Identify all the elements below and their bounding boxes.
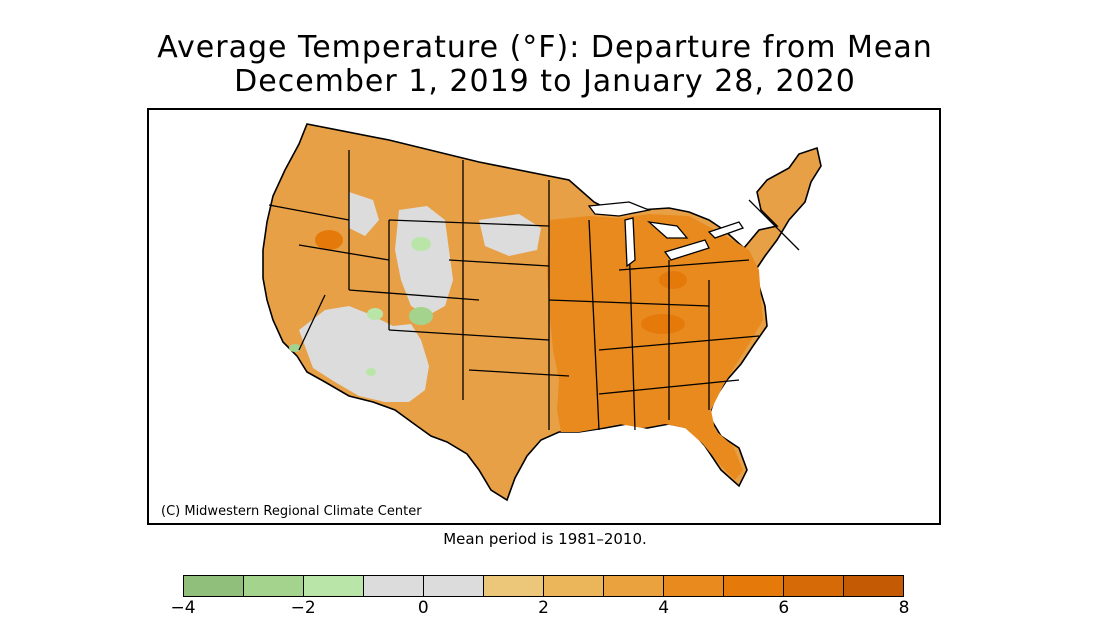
legend-swatch <box>664 576 724 596</box>
great-lakes <box>587 201 745 268</box>
legend-tick-label: −2 <box>290 598 316 618</box>
cool-pocket-ca <box>289 344 301 352</box>
legend-swatch <box>304 576 364 596</box>
cool-pocket-nm <box>366 368 376 376</box>
legend-tick-labels: −4 −2 0 2 4 6 8 <box>0 598 1120 628</box>
legend-swatch <box>364 576 424 596</box>
legend-swatch <box>424 576 484 596</box>
legend-swatch <box>184 576 244 596</box>
legend-swatch <box>544 576 604 596</box>
near-normal-nw <box>349 192 379 236</box>
warm-pocket-ohio <box>659 271 687 289</box>
legend-swatch <box>844 576 903 596</box>
near-normal-rockies <box>395 206 453 316</box>
legend-tick-label: 8 <box>898 598 910 618</box>
legend-swatch <box>784 576 844 596</box>
state-borders <box>268 150 800 431</box>
cool-pocket-arizona <box>367 308 383 320</box>
legend-swatch <box>484 576 544 596</box>
map-title: Average Temperature (°F): Departure from… <box>157 30 933 65</box>
warm-pocket-kentucky <box>641 314 685 334</box>
east-warm-region <box>547 214 763 480</box>
warm-pocket-oregon <box>315 230 343 250</box>
cool-pocket-utah <box>409 307 433 325</box>
legend-tick-label: −4 <box>170 598 196 618</box>
legend-swatch <box>604 576 664 596</box>
temperature-departure-map <box>262 123 822 502</box>
legend-tick-label: 2 <box>538 598 549 618</box>
map-credit: (C) Midwestern Regional Climate Center <box>161 504 422 519</box>
legend-tick-label: 4 <box>658 598 670 618</box>
mean-period-note: Mean period is 1981–2010. <box>443 530 647 548</box>
cool-pocket-wyoming <box>411 237 431 251</box>
color-legend-bar <box>183 575 904 597</box>
legend-tick-label: 0 <box>417 598 429 618</box>
legend-swatch <box>724 576 784 596</box>
map-panel: (C) Midwestern Regional Climate Center <box>147 108 941 525</box>
map-date-range: December 1, 2019 to January 28, 2020 <box>234 64 856 99</box>
legend-swatch <box>244 576 304 596</box>
legend-tick-label: 6 <box>778 598 790 618</box>
